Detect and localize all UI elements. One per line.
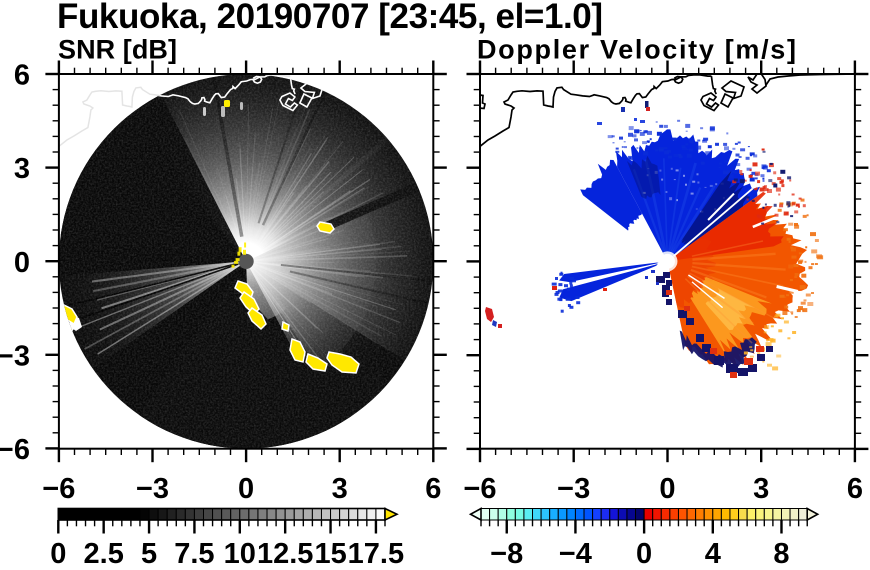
svg-text:−3: −3 — [557, 473, 590, 505]
svg-text:−3: −3 — [0, 341, 30, 373]
svg-text:−3: −3 — [136, 473, 169, 505]
svg-text:6: 6 — [847, 473, 863, 505]
svg-text:SNR [dB]: SNR [dB] — [58, 35, 177, 65]
svg-text:8: 8 — [773, 538, 789, 570]
svg-text:Fukuoka, 20190707 [23:45, el=1: Fukuoka, 20190707 [23:45, el=1.0] — [57, 0, 603, 36]
svg-text:5: 5 — [141, 538, 157, 570]
svg-text:0: 0 — [659, 473, 675, 505]
svg-text:−4: −4 — [559, 538, 592, 570]
svg-text:0: 0 — [50, 538, 66, 570]
svg-text:−6: −6 — [42, 473, 75, 505]
svg-text:−6: −6 — [0, 434, 30, 466]
svg-text:6: 6 — [425, 473, 441, 505]
svg-text:17.5: 17.5 — [348, 538, 404, 570]
svg-text:3: 3 — [332, 473, 348, 505]
svg-text:−6: −6 — [463, 473, 496, 505]
svg-text:7.5: 7.5 — [174, 538, 214, 570]
svg-text:0: 0 — [636, 538, 652, 570]
svg-text:3: 3 — [14, 153, 30, 185]
svg-text:−8: −8 — [490, 538, 523, 570]
svg-text:0: 0 — [14, 247, 30, 279]
svg-text:6: 6 — [14, 60, 30, 92]
svg-text:2.5: 2.5 — [84, 538, 124, 570]
svg-text:12.5: 12.5 — [257, 538, 313, 570]
svg-text:10: 10 — [224, 538, 256, 570]
svg-text:15: 15 — [314, 538, 346, 570]
svg-text:4: 4 — [705, 538, 721, 570]
svg-text:Doppler Velocity [m/s]: Doppler Velocity [m/s] — [477, 35, 796, 65]
svg-text:0: 0 — [238, 473, 254, 505]
svg-text:3: 3 — [753, 473, 769, 505]
